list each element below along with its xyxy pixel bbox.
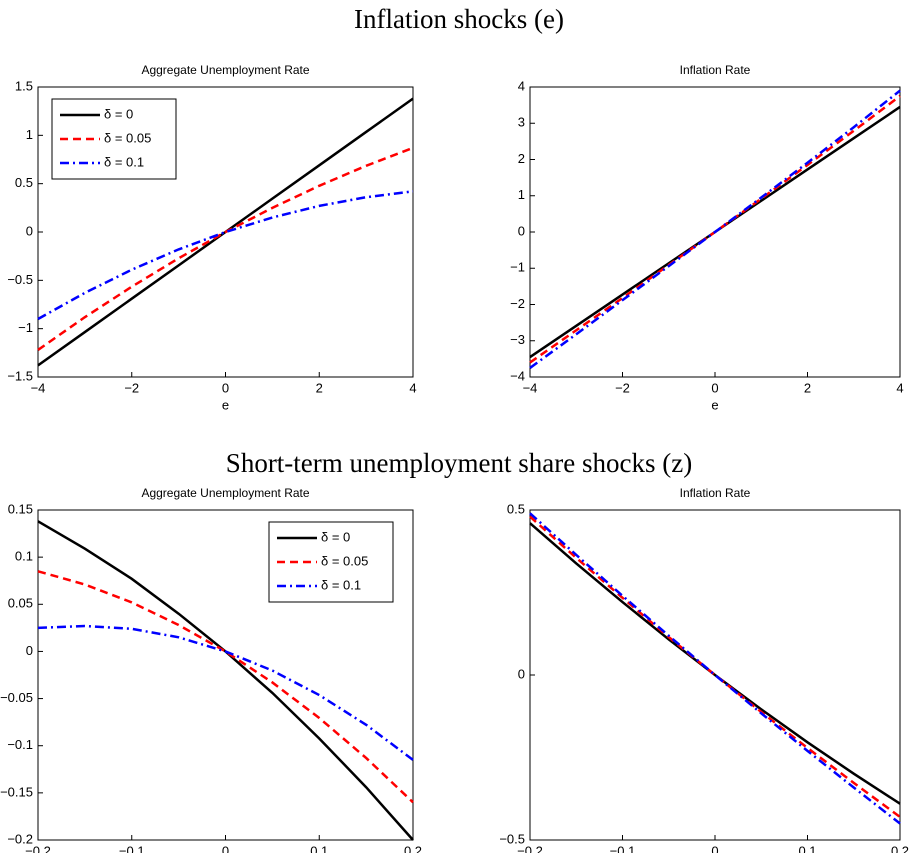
- y-tick-label: 1.5: [15, 78, 33, 93]
- section-heading: Inflation shocks (e): [354, 4, 564, 34]
- x-tick-label: −0.2: [517, 843, 543, 853]
- legend-label: δ = 0: [104, 106, 133, 121]
- y-tick-label: 0: [26, 643, 33, 658]
- y-tick-label: 0.5: [507, 501, 525, 516]
- y-tick-label: 3: [518, 115, 525, 130]
- x-axis-label: e: [711, 397, 718, 412]
- plot-title: Aggregate Unemployment Rate: [141, 486, 309, 500]
- y-tick-label: 1: [518, 187, 525, 202]
- y-tick-label: 0.15: [8, 501, 33, 516]
- y-tick-label: −2: [510, 296, 525, 311]
- x-tick-label: −0.2: [25, 843, 51, 853]
- x-tick-label: 0.2: [404, 843, 422, 853]
- legend-label: δ = 0.05: [321, 553, 368, 568]
- series-line: [529, 512, 901, 825]
- y-tick-label: 0: [26, 223, 33, 238]
- series-line: [37, 146, 414, 351]
- y-tick-label: −3: [510, 332, 525, 347]
- legend-box: [51, 98, 177, 180]
- x-tick-label: −4: [523, 380, 538, 395]
- series-line: [37, 570, 414, 804]
- y-tick-label: 0.5: [15, 175, 33, 190]
- x-tick-label: −2: [124, 380, 139, 395]
- y-tick-label: −4: [510, 368, 525, 383]
- series-line: [529, 89, 901, 369]
- y-tick-label: −1: [510, 260, 525, 275]
- x-tick-label: 0: [711, 843, 718, 853]
- y-tick-label: 0: [518, 666, 525, 681]
- y-tick-label: −0.05: [0, 690, 33, 705]
- y-tick-label: 0.1: [15, 549, 33, 564]
- x-tick-label: −0.1: [610, 843, 636, 853]
- series-line: [37, 624, 414, 761]
- x-tick-label: 2: [804, 380, 811, 395]
- x-tick-label: 0: [711, 380, 718, 395]
- legend-label: δ = 0.1: [104, 154, 144, 169]
- y-tick-label: −0.2: [7, 831, 33, 846]
- plot-title: Inflation Rate: [680, 486, 751, 500]
- x-axis-label: e: [222, 397, 229, 412]
- x-tick-label: −0.1: [119, 843, 145, 853]
- legend-label: δ = 0.1: [321, 577, 361, 592]
- x-tick-label: −4: [31, 380, 46, 395]
- y-tick-label: 1: [26, 127, 33, 142]
- x-tick-label: 4: [409, 380, 416, 395]
- x-tick-label: 4: [896, 380, 903, 395]
- plot-title: Inflation Rate: [680, 63, 751, 77]
- y-tick-label: 2: [518, 151, 525, 166]
- x-tick-label: 2: [316, 380, 323, 395]
- series-line: [529, 522, 901, 805]
- section-heading: Short-term unemployment share shocks (z): [226, 448, 692, 478]
- legend-label: δ = 0.05: [104, 130, 151, 145]
- x-tick-label: 0.2: [891, 843, 909, 853]
- x-tick-label: 0: [222, 380, 229, 395]
- x-tick-label: 0.1: [798, 843, 816, 853]
- y-tick-label: 0: [518, 223, 525, 238]
- x-tick-label: −2: [615, 380, 630, 395]
- y-tick-label: 4: [518, 78, 525, 93]
- legend-box: [268, 521, 394, 603]
- legend-label: δ = 0: [321, 529, 350, 544]
- y-tick-label: −0.15: [0, 784, 33, 799]
- plot-title: Aggregate Unemployment Rate: [141, 63, 309, 77]
- x-tick-label: 0.1: [310, 843, 328, 853]
- y-tick-label: −1.5: [7, 368, 33, 383]
- y-tick-label: −1: [18, 320, 33, 335]
- series-line: [529, 515, 901, 818]
- x-tick-label: 0: [222, 843, 229, 853]
- y-tick-label: −0.5: [499, 831, 525, 846]
- y-tick-label: −0.1: [7, 737, 33, 752]
- y-tick-label: −0.5: [7, 272, 33, 287]
- series-line: [37, 190, 414, 321]
- y-tick-label: 0.05: [8, 596, 33, 611]
